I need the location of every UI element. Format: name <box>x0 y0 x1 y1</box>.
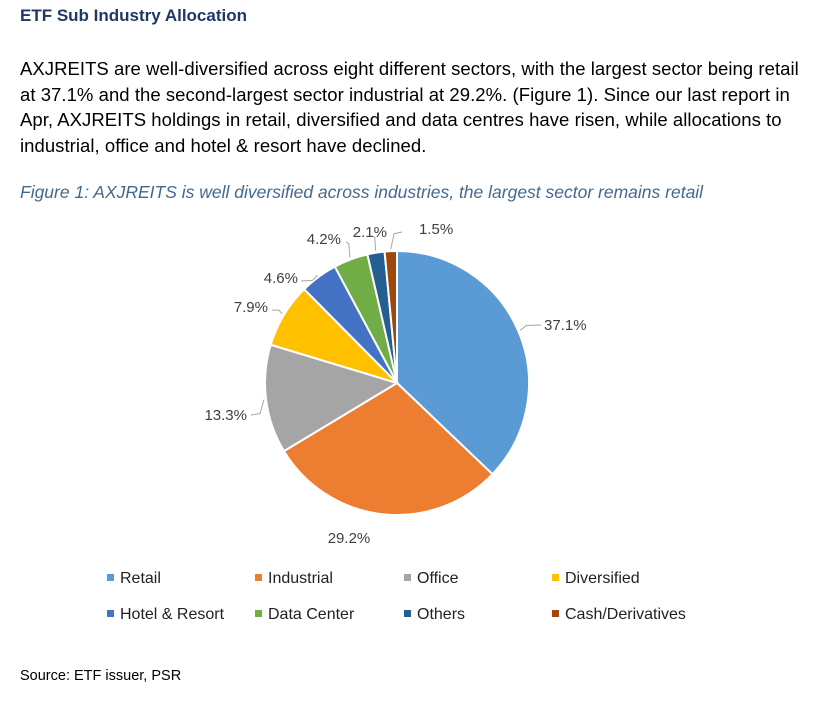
legend-swatch-others <box>404 610 411 617</box>
source-note: Source: ETF issuer, PSR <box>20 668 182 684</box>
data-label-office: 13.3% <box>204 407 247 424</box>
data-label-hotel-resort: 4.6% <box>264 270 298 287</box>
legend-swatch-cash-derivatives <box>552 610 559 617</box>
data-label-cash-derivatives: 1.5% <box>419 221 453 238</box>
legend-label-cash-derivatives: Cash/Derivatives <box>565 606 686 623</box>
data-label-others: 2.1% <box>353 224 387 241</box>
body-paragraph: AXJREITS are well-diversified across eig… <box>20 58 799 156</box>
legend-swatch-industrial <box>255 574 262 581</box>
legend-item-cash-derivatives: Cash/Derivatives <box>552 606 686 623</box>
pie-slice-office <box>264 343 400 453</box>
legend-label-hotel-resort: Hotel & Resort <box>120 606 225 623</box>
legend-label-others: Others <box>417 606 465 623</box>
legend-item-data-center: Data Center <box>255 606 355 623</box>
leader-line-data-center <box>345 241 351 258</box>
pie-slice-retail <box>396 249 530 476</box>
data-label-data-center: 4.2% <box>307 231 341 248</box>
legend-label-diversified: Diversified <box>565 570 640 587</box>
pie-slice-industrial <box>282 381 494 516</box>
leader-line-retail <box>519 324 542 331</box>
data-label-diversified: 7.9% <box>234 299 268 316</box>
legend-item-retail: Retail <box>107 570 161 587</box>
figure-caption: Figure 1: AXJREITS is well diversified a… <box>20 182 704 202</box>
legend-item-diversified: Diversified <box>552 570 640 587</box>
leader-line-cash-derivatives <box>390 231 403 250</box>
data-label-industrial: 29.2% <box>328 530 371 547</box>
legend-swatch-retail <box>107 574 114 581</box>
legend-label-office: Office <box>417 570 459 587</box>
pie-slice-cash-derivatives <box>383 249 398 384</box>
legend-label-industrial: Industrial <box>268 570 333 587</box>
legend-swatch-data-center <box>255 610 262 617</box>
section-heading: ETF Sub Industry Allocation <box>20 6 247 25</box>
data-label-retail: 37.1% <box>544 317 587 334</box>
legend-item-industrial: Industrial <box>255 570 333 587</box>
legend-label-data-center: Data Center <box>268 606 355 623</box>
legend-label-retail: Retail <box>120 570 161 587</box>
legend-swatch-diversified <box>552 574 559 581</box>
legend-item-hotel-resort: Hotel & Resort <box>107 606 225 623</box>
leader-line-office <box>250 399 265 416</box>
legend-item-others: Others <box>404 606 465 623</box>
leader-line-diversified <box>271 309 283 315</box>
legend-swatch-office <box>404 574 411 581</box>
leader-line-hotel-resort <box>300 274 318 282</box>
leader-line-others <box>372 235 377 251</box>
legend-swatch-hotel-resort <box>107 610 114 617</box>
legend-item-office: Office <box>404 570 459 587</box>
pie-chart: 37.1% 29.2% 13.3% 7.9% 4.6% 4.2% 2.1% 1.5% Retai… <box>107 221 686 623</box>
